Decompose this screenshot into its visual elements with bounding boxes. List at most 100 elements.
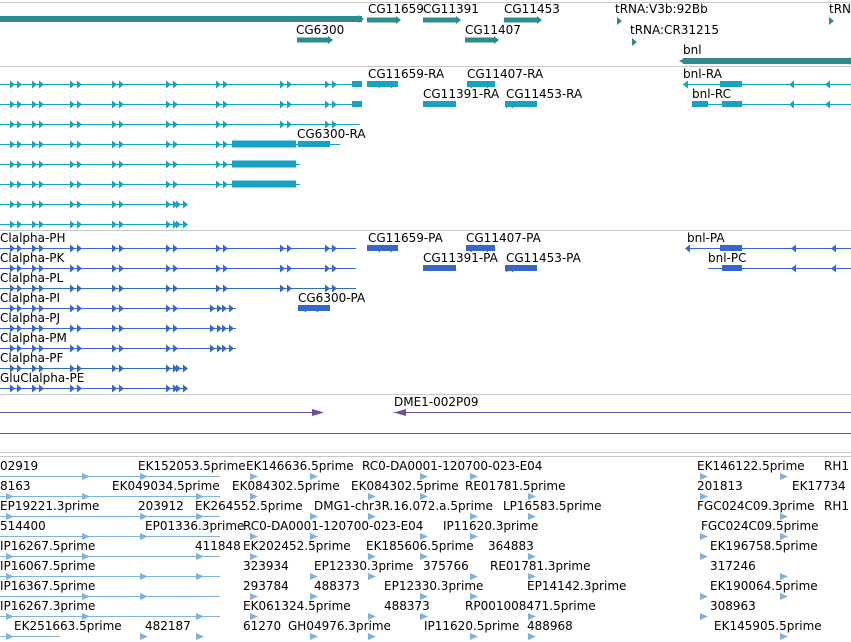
transcript-label[interactable]: CG11659-RA	[368, 67, 445, 81]
est-label[interactable]: DMG1-chr3R.16.072.a.5prime	[314, 499, 493, 513]
transcript-track[interactable]: CG11659-RA CG11407-RA bnl-RA CG11391-RA CG11…	[0, 67, 851, 229]
est-marker-icon[interactable]	[420, 553, 428, 560]
est-marker-icon[interactable]	[250, 533, 258, 540]
est-label[interactable]: 488373	[314, 579, 360, 593]
est-marker-icon[interactable]	[82, 473, 90, 480]
est-label[interactable]: FGC024C09.3prime	[697, 499, 815, 513]
gene-track[interactable]: CG11659 CG11391 CG11453 tRNA:V3b:92Bb tRN CG6…	[0, 2, 851, 65]
est-label[interactable]: 323934	[243, 559, 289, 573]
est-label[interactable]: EP12330.3prime	[314, 559, 413, 573]
est-label[interactable]: 482187	[145, 619, 191, 633]
est-label[interactable]: IP16367.5prime	[0, 579, 95, 593]
est-label[interactable]: LP16583.5prime	[503, 499, 602, 513]
protein-label[interactable]: GluClalpha-PE	[0, 371, 84, 385]
est-marker-icon[interactable]	[700, 473, 708, 480]
est-label[interactable]: 317246	[710, 559, 756, 573]
insertion-label[interactable]: DME1-002P09	[394, 395, 479, 409]
est-marker-icon[interactable]	[6, 513, 14, 520]
gene-label[interactable]: CG11407	[465, 23, 521, 37]
est-marker-icon[interactable]	[780, 573, 788, 580]
est-label[interactable]: IP16267.3prime	[0, 599, 95, 613]
est-label[interactable]: EK152053.5prime	[138, 459, 246, 473]
protein-label[interactable]: CG11453-PA	[506, 251, 582, 265]
est-marker-icon[interactable]	[470, 593, 478, 600]
est-marker-icon[interactable]	[368, 553, 376, 560]
est-marker-icon[interactable]	[6, 633, 14, 640]
est-marker-icon[interactable]	[368, 613, 376, 620]
est-marker-icon[interactable]	[368, 493, 376, 500]
gene-label[interactable]: tRNA:V3b:92Bb	[615, 2, 708, 16]
est-label[interactable]: RH1	[824, 459, 849, 473]
est-marker-icon[interactable]	[250, 493, 258, 500]
exon-box[interactable]	[367, 245, 398, 251]
est-label[interactable]: RP001008471.5prime	[465, 599, 596, 613]
est-marker-icon[interactable]	[310, 573, 318, 580]
est-label[interactable]: 411848	[195, 539, 241, 553]
est-marker-icon[interactable]	[470, 513, 478, 520]
exon-box[interactable]	[423, 101, 456, 107]
exon-box[interactable]	[297, 37, 330, 43]
est-track[interactable]: 02919 EK152053.5prime EK146636.5prime RC0-D…	[0, 459, 849, 640]
est-marker-icon[interactable]	[780, 513, 788, 520]
exon-box[interactable]	[367, 81, 398, 87]
exon-box[interactable]	[423, 17, 458, 23]
est-label[interactable]: 364883	[488, 539, 534, 553]
est-marker-icon[interactable]	[310, 593, 318, 600]
est-marker-icon[interactable]	[6, 573, 14, 580]
est-marker-icon[interactable]	[6, 553, 14, 560]
insertion-marker-icon[interactable]	[312, 409, 324, 416]
transcript-label[interactable]: CG11407-RA	[467, 67, 544, 81]
exon-box[interactable]	[352, 101, 362, 107]
protein-label[interactable]: Clalpha-PF	[0, 351, 64, 365]
est-label[interactable]: 308963	[710, 599, 756, 613]
est-marker-icon[interactable]	[700, 493, 708, 500]
est-label[interactable]: GH04976.3prime	[288, 619, 391, 633]
exon-box[interactable]	[367, 17, 398, 23]
protein-label[interactable]: Clalpha-PL	[0, 271, 64, 285]
est-label[interactable]: EK202452.5prime	[243, 539, 351, 553]
est-label[interactable]: EK146122.5prime	[697, 459, 805, 473]
est-marker-icon[interactable]	[196, 613, 204, 620]
est-marker-icon[interactable]	[140, 473, 148, 480]
est-marker-icon[interactable]	[780, 593, 788, 600]
exon-box[interactable]	[232, 160, 296, 168]
est-marker-icon[interactable]	[140, 573, 148, 580]
protein-label[interactable]: Clalpha-PI	[0, 291, 60, 305]
exon-box[interactable]	[423, 265, 456, 271]
est-label[interactable]: 488373	[384, 599, 430, 613]
exon-box[interactable]	[722, 101, 742, 107]
est-marker-icon[interactable]	[420, 493, 428, 500]
exon-box[interactable]	[692, 101, 708, 107]
est-marker-icon[interactable]	[250, 553, 258, 560]
exon-box[interactable]	[505, 265, 537, 271]
est-label[interactable]: RC0-DA0001-120700-023-E04	[362, 459, 542, 473]
est-marker-icon[interactable]	[310, 633, 318, 640]
est-label[interactable]: RE01781.3prime	[490, 559, 591, 573]
est-marker-icon[interactable]	[470, 473, 478, 480]
est-label[interactable]: EK145905.5prime	[714, 619, 822, 633]
est-marker-icon[interactable]	[700, 613, 708, 620]
protein-label[interactable]: CG11407-PA	[466, 231, 542, 245]
transcript-label[interactable]: CG11453-RA	[506, 87, 583, 101]
est-label[interactable]: 61270	[243, 619, 281, 633]
est-label[interactable]: EK049034.5prime	[112, 479, 220, 493]
est-marker-icon[interactable]	[420, 533, 428, 540]
est-marker-icon[interactable]	[196, 633, 204, 640]
est-marker-icon[interactable]	[528, 553, 536, 560]
transcript-label[interactable]: CG11391-RA	[423, 87, 500, 101]
exon-box[interactable]	[504, 17, 539, 23]
exon-box[interactable]	[720, 81, 742, 87]
est-marker-icon[interactable]	[368, 513, 376, 520]
est-label[interactable]: EP01336.3prime	[145, 519, 244, 533]
est-marker-icon[interactable]	[528, 513, 536, 520]
gene-label[interactable]: CG6300	[296, 23, 344, 37]
protein-label[interactable]: Clalpha-PK	[0, 251, 66, 265]
est-label[interactable]: 375766	[423, 559, 469, 573]
exon-box[interactable]	[466, 245, 495, 251]
exon-box[interactable]	[232, 140, 296, 148]
est-marker-icon[interactable]	[700, 593, 708, 600]
est-marker-icon[interactable]	[250, 473, 258, 480]
protein-label[interactable]: Clalpha-PH	[0, 231, 66, 245]
est-label[interactable]: FGC024C09.5prime	[701, 519, 819, 533]
